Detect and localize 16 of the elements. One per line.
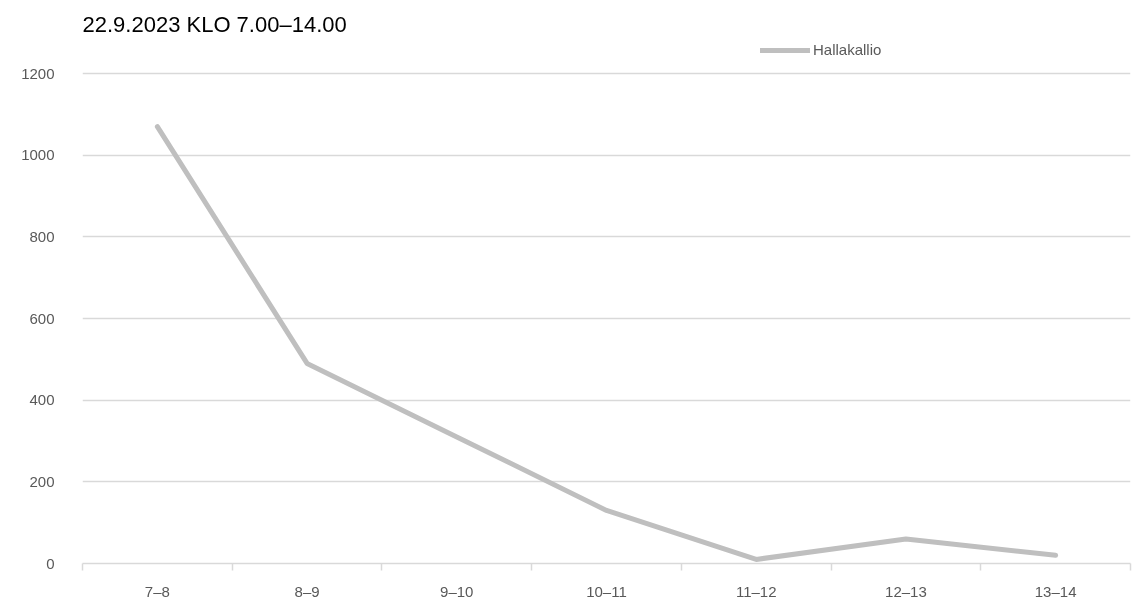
y-tick-label: 1000 — [21, 146, 55, 164]
x-tick-label: 12–13 — [885, 582, 927, 600]
x-tick-label: 11–12 — [735, 582, 777, 600]
y-tick-label: 200 — [29, 472, 55, 490]
chart-title: 22.9.2023 KLO 7.00–14.00 — [82, 11, 347, 37]
y-tick-label: 400 — [29, 391, 55, 409]
y-tick-label: 800 — [29, 227, 55, 245]
legend-label: Hallakallio — [813, 41, 882, 58]
x-tick-label: 13–14 — [1034, 582, 1077, 600]
x-tick-label: 9–10 — [440, 582, 474, 600]
x-tick-label: 7–8 — [144, 582, 170, 600]
y-tick-label: 1200 — [21, 64, 55, 82]
y-tick-label: 0 — [46, 554, 55, 572]
x-tick-label: 8–9 — [294, 582, 320, 600]
x-tick-label: 10–11 — [586, 582, 627, 600]
y-tick-label: 600 — [29, 309, 55, 327]
